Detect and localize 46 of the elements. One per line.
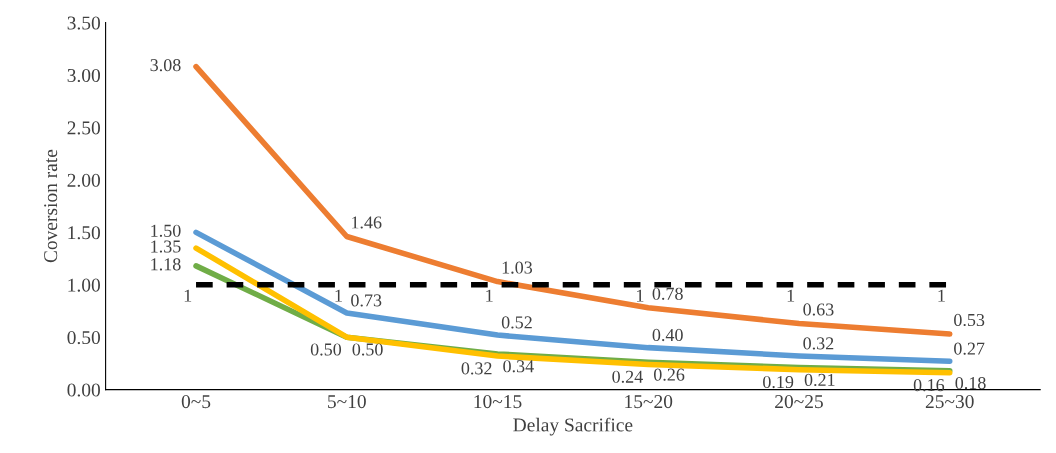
y-tick-label: 2.50	[67, 121, 100, 135]
y-axis-title: Coversion rate	[44, 149, 58, 263]
data-label: 0.27	[954, 342, 985, 355]
x-axis-title: Delay Sacrifice	[513, 417, 633, 436]
data-label: 0.50	[352, 343, 383, 356]
y-tick-label: 1.50	[68, 226, 100, 240]
data-label: 0.78	[652, 287, 683, 300]
data-label: 0.18	[955, 376, 986, 390]
y-tick-label: 1.00	[68, 278, 100, 292]
data-label: 0.52	[501, 316, 532, 329]
data-label: 1	[184, 289, 192, 302]
y-tick-label: 3.00	[67, 68, 100, 83]
data-label: 0.50	[310, 343, 342, 356]
data-label: 0.26	[653, 368, 685, 381]
data-label: 0.53	[954, 313, 985, 327]
data-label: 1	[335, 289, 342, 302]
data-label: 1.46	[352, 216, 382, 229]
data-label: 0.19	[763, 375, 794, 389]
data-label: 0.21	[804, 373, 835, 387]
data-label: 1	[486, 289, 493, 302]
y-tick-label: 2.00	[67, 173, 100, 187]
data-label: 0.40	[652, 328, 683, 342]
x-tick-label: 0~5	[181, 395, 211, 409]
y-tick-label: 0.50	[67, 330, 100, 345]
data-label: 0.32	[461, 362, 492, 375]
data-label: 0.73	[351, 294, 382, 307]
data-label: 1	[787, 289, 795, 302]
data-label: 0.24	[612, 370, 643, 383]
x-tick-label: 20~25	[775, 395, 823, 409]
data-label: 1.18	[151, 258, 181, 271]
data-label: 0.32	[803, 337, 834, 350]
y-tick-label: 3.50	[67, 16, 100, 30]
data-label: 1	[636, 289, 644, 302]
x-tick-label: 15~20	[625, 395, 673, 409]
data-label: 1	[938, 289, 945, 302]
data-label: 3.08	[150, 59, 181, 72]
data-label: 1.35	[151, 240, 181, 253]
data-label: 0.16	[913, 379, 945, 392]
data-label: 0.63	[803, 303, 834, 316]
x-tick-label: 10~15	[474, 395, 522, 409]
y-tick-label: 0.00	[67, 383, 100, 397]
data-label: 0.34	[503, 360, 534, 373]
data-label: 1.50	[151, 224, 181, 237]
x-tick-label: 5~10	[328, 395, 366, 409]
data-label: 1.03	[502, 261, 533, 274]
x-tick-label: 25~30	[925, 395, 974, 409]
